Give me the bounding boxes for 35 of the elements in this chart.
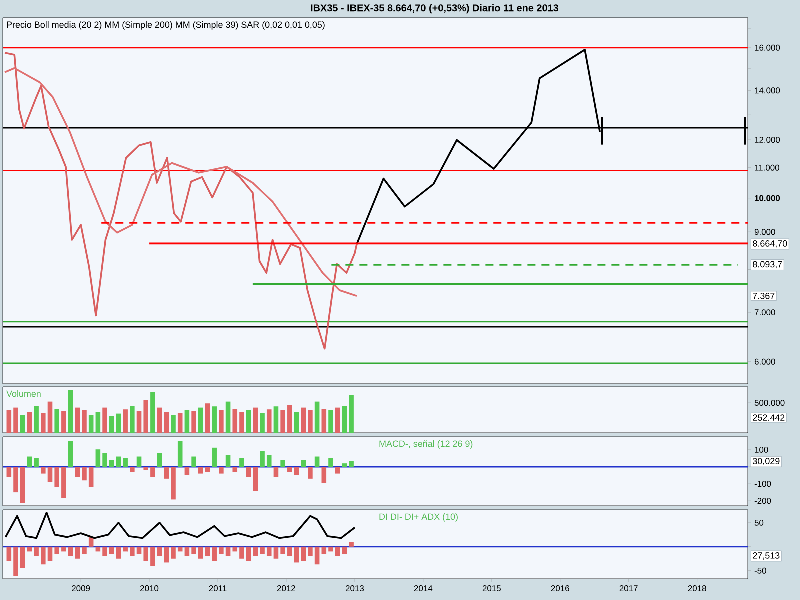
x-tick-label: 2010 [140,586,159,592]
chart-title: IBX35 - IBEX-35 8.664,70 (+0,53%) Diario 11 ene 2013 [311,4,559,14]
chart-title: DI DI- DI+ ADX (10) [380,514,458,522]
x-tick-label: 2009 [72,586,90,592]
text: 30,029 [753,458,780,466]
text: 7.367 [753,292,775,300]
x-tick-label: 2013 [346,586,364,592]
x-tick-label: 2018 [688,586,706,592]
x-tick-label: 2011 [209,586,227,592]
y-tick-label: 11.000 [755,164,780,171]
annotation: 8.664,70 [753,240,788,248]
text: 27,513 [753,552,780,560]
y-tick-label: 100 [755,446,768,453]
y-tick-label: -100 [754,481,772,488]
text: 8.093,7 [753,261,782,269]
y-tick-label: 16.000 [755,44,780,51]
x-tick-label: 2015 [482,586,501,592]
y-tick-label: -200 [754,498,772,504]
text: 252.442 [753,414,785,422]
y-tick-label: -50 [754,568,766,574]
y-tick-label: 12.000 [755,137,780,143]
y-tick-label: 500.000 [754,400,785,406]
y-tick-label: 14.000 [755,88,780,94]
x-tick-label: 2016 [551,586,570,592]
x-tick-label: 2014 [414,586,433,592]
chart-title: MACD-, señal (12 26 9) [380,440,473,449]
chart-title: Volumen [6,390,41,398]
chart-subtitle: Precio Boll media (20 2) MM (Simple 200) MM (Simple 39) SAR (0,02 0,01 0,05) [7,21,325,30]
x-tick-label: 2012 [277,586,296,592]
y-tick-label: 6.000 [754,358,776,365]
y-tick-label: 50 [754,520,764,526]
y-tick-label: 10.000 [755,195,780,202]
y-tick-label: 7.000 [754,310,776,316]
y-tick-label: 9.000 [754,229,776,236]
x-tick-label: 2017 [620,586,638,592]
